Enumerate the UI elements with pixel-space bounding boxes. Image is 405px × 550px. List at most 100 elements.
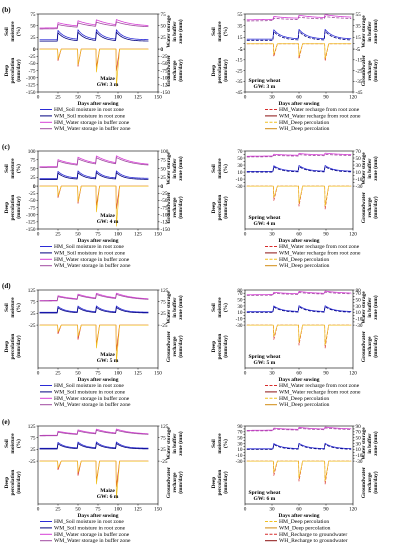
y-tick-label: 75 — [30, 300, 36, 306]
plot-frame — [37, 425, 159, 505]
y-tick-label: -45 — [236, 90, 243, 96]
y-axis-title-percolation-line: percolation — [10, 58, 16, 84]
legend-entry: WM_Soil moisture in root zone — [54, 389, 126, 395]
y-tick-label: 70 — [237, 291, 243, 297]
y2-tick-label: 70 — [356, 430, 362, 436]
panel-label: (d) — [2, 282, 11, 290]
y2-tick-label: -150 — [161, 227, 171, 233]
legend-entry: HM_Water storage in buffer zone — [54, 119, 130, 126]
y2-axis-title-buffer: Water storage in buffer zone (mm) — [361, 15, 379, 48]
gw-label: GW: 3 m — [254, 84, 276, 90]
y-tick-label: 25 — [30, 447, 36, 453]
y2-tick-label: 75 — [161, 158, 167, 164]
y-tick-label: -150 — [26, 227, 36, 233]
gw-label: GW: 5 m — [254, 360, 276, 366]
y-tick-label: 50 — [237, 297, 243, 303]
y-axis-title-soil-line: moisture — [217, 21, 223, 42]
y-tick-label: 50 — [237, 156, 243, 162]
crop-label: Maize — [100, 488, 115, 494]
y-axis-title-percolation: Deep percolation (mm/day) — [4, 470, 22, 496]
series-line-soil — [246, 30, 352, 41]
y-axis-title-soil: Soil moisture (%) — [4, 433, 22, 454]
y2-tick-label: -30 — [356, 323, 363, 329]
y2-tick-label: 30 — [356, 163, 362, 169]
series-line-drop — [246, 460, 352, 482]
legend-entry: WM_Water storage in buffer zone — [54, 262, 131, 269]
y-tick-label: 100 — [28, 149, 36, 155]
y2-tick-label: 30 — [356, 304, 362, 310]
y-tick-label: -25 — [29, 459, 36, 465]
y-tick-label: 75 — [30, 158, 36, 164]
x-tick-label: 90 — [323, 232, 329, 238]
y-axis-title-soil-line: Soil — [4, 439, 10, 448]
gw-label: GW: 5 m — [97, 358, 119, 364]
crop-label: Spring wheat — [249, 490, 281, 496]
chart-panel-b-maize: (b) 0 25 50 75 100 125 150 Days after sowing 0 0 25… — [2, 6, 184, 132]
y2-tick-label: -100 — [161, 76, 171, 82]
series-line-soil — [39, 442, 149, 450]
y-tick-label: -50 — [29, 198, 36, 204]
y-axis-title-soil-line: moisture — [10, 158, 16, 179]
y-axis-title-soil-line: (%) — [15, 27, 22, 36]
y-tick-label: 90 — [237, 424, 243, 430]
x-tick-label: 120 — [349, 232, 357, 238]
y-axis-title-percolation: Deep percolation (mm/day) — [211, 334, 229, 360]
y2-axis-title-buffer-line: zone (mm) — [177, 295, 184, 320]
y-axis-title-percolation-line: percolation — [217, 334, 223, 360]
series-line-drop — [246, 43, 352, 60]
series-line-drop — [39, 460, 149, 499]
y2-axis-title-buffer-line: Water storage — [361, 291, 367, 324]
series-line-soil — [39, 306, 149, 314]
x-axis-title: Days after sowing — [78, 238, 119, 244]
x-tick-label: 30 — [269, 232, 275, 238]
y-tick-label: 125 — [28, 424, 36, 430]
y-axis-title-soil-line: (%) — [15, 303, 22, 312]
y2-tick-label: -30 — [356, 184, 363, 190]
x-tick-label: 75 — [95, 232, 101, 238]
y-axis-title-percolation: Deep percolation (mm/day) — [4, 58, 22, 84]
series-line-soil — [39, 172, 149, 180]
y2-tick-label: -10 — [356, 453, 363, 459]
y-tick-label: 70 — [237, 149, 243, 155]
y-tick-label: -125 — [26, 220, 36, 226]
y2-axis-title-recharge-line: recharge — [367, 197, 373, 218]
y2-tick-label: -150 — [161, 90, 171, 96]
x-tick-label: 25 — [55, 371, 61, 377]
y-axis-title-percolation-line: (mm/day) — [15, 59, 22, 82]
y2-tick-label: -25 — [161, 459, 168, 465]
x-axis-title: Days after sowing — [279, 513, 320, 519]
y-tick-label: -125 — [26, 83, 36, 89]
gw-label: GW: 6 m — [97, 494, 119, 500]
x-tick-label: 50 — [75, 95, 81, 101]
x-tick-label: 150 — [154, 507, 162, 513]
legend-entry: HM_Recharge to groundwater — [279, 532, 347, 538]
y2-tick-label: 50 — [356, 436, 362, 442]
y-axis-title-soil-line: (%) — [222, 27, 229, 36]
y2-tick-label: 50 — [161, 166, 167, 172]
y2-axis-title-recharge-line: Groundwater — [166, 191, 172, 223]
y2-tick-label: 55 — [356, 12, 362, 18]
x-axis-title: Days after sowing — [279, 101, 320, 107]
y2-tick-label: -75 — [161, 205, 168, 211]
y-tick-label: -5 — [238, 47, 243, 53]
y2-tick-label: -25 — [356, 68, 363, 74]
y-tick-label: 10 — [237, 310, 243, 316]
legend-entry: HM_Deep percolation — [279, 519, 329, 525]
y2-tick-label: 75 — [161, 436, 167, 442]
x-tick-label: 90 — [323, 95, 329, 101]
y-axis-title-percolation-line: (mm/day) — [15, 471, 22, 494]
series-line-buffer — [39, 157, 149, 168]
y-axis-title-percolation-line: (mm/day) — [222, 471, 229, 494]
series-line-buffer — [246, 427, 352, 432]
x-axis-title: Days after sowing — [78, 101, 119, 107]
y2-tick-label: -25 — [161, 323, 168, 329]
y-axis-title-percolation-line: Deep — [4, 477, 10, 489]
y2-tick-label: 0 — [161, 47, 164, 53]
y2-axis-title-recharge-line: Groundwater — [166, 466, 172, 498]
y2-axis-title-buffer: Water storage in buffer zone (mm) — [166, 152, 184, 185]
y-axis-title-percolation-line: percolation — [10, 470, 16, 496]
y-axis-title-soil-line: moisture — [10, 433, 16, 454]
legend-entry: HM_Water recharge from root zone — [279, 243, 360, 250]
legend-entry: HM_Soil moisture in root zone — [54, 519, 124, 525]
